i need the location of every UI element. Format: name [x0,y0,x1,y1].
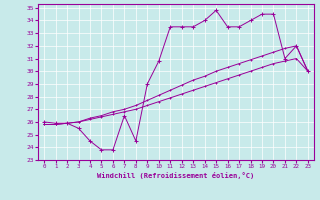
X-axis label: Windchill (Refroidissement éolien,°C): Windchill (Refroidissement éolien,°C) [97,172,255,179]
